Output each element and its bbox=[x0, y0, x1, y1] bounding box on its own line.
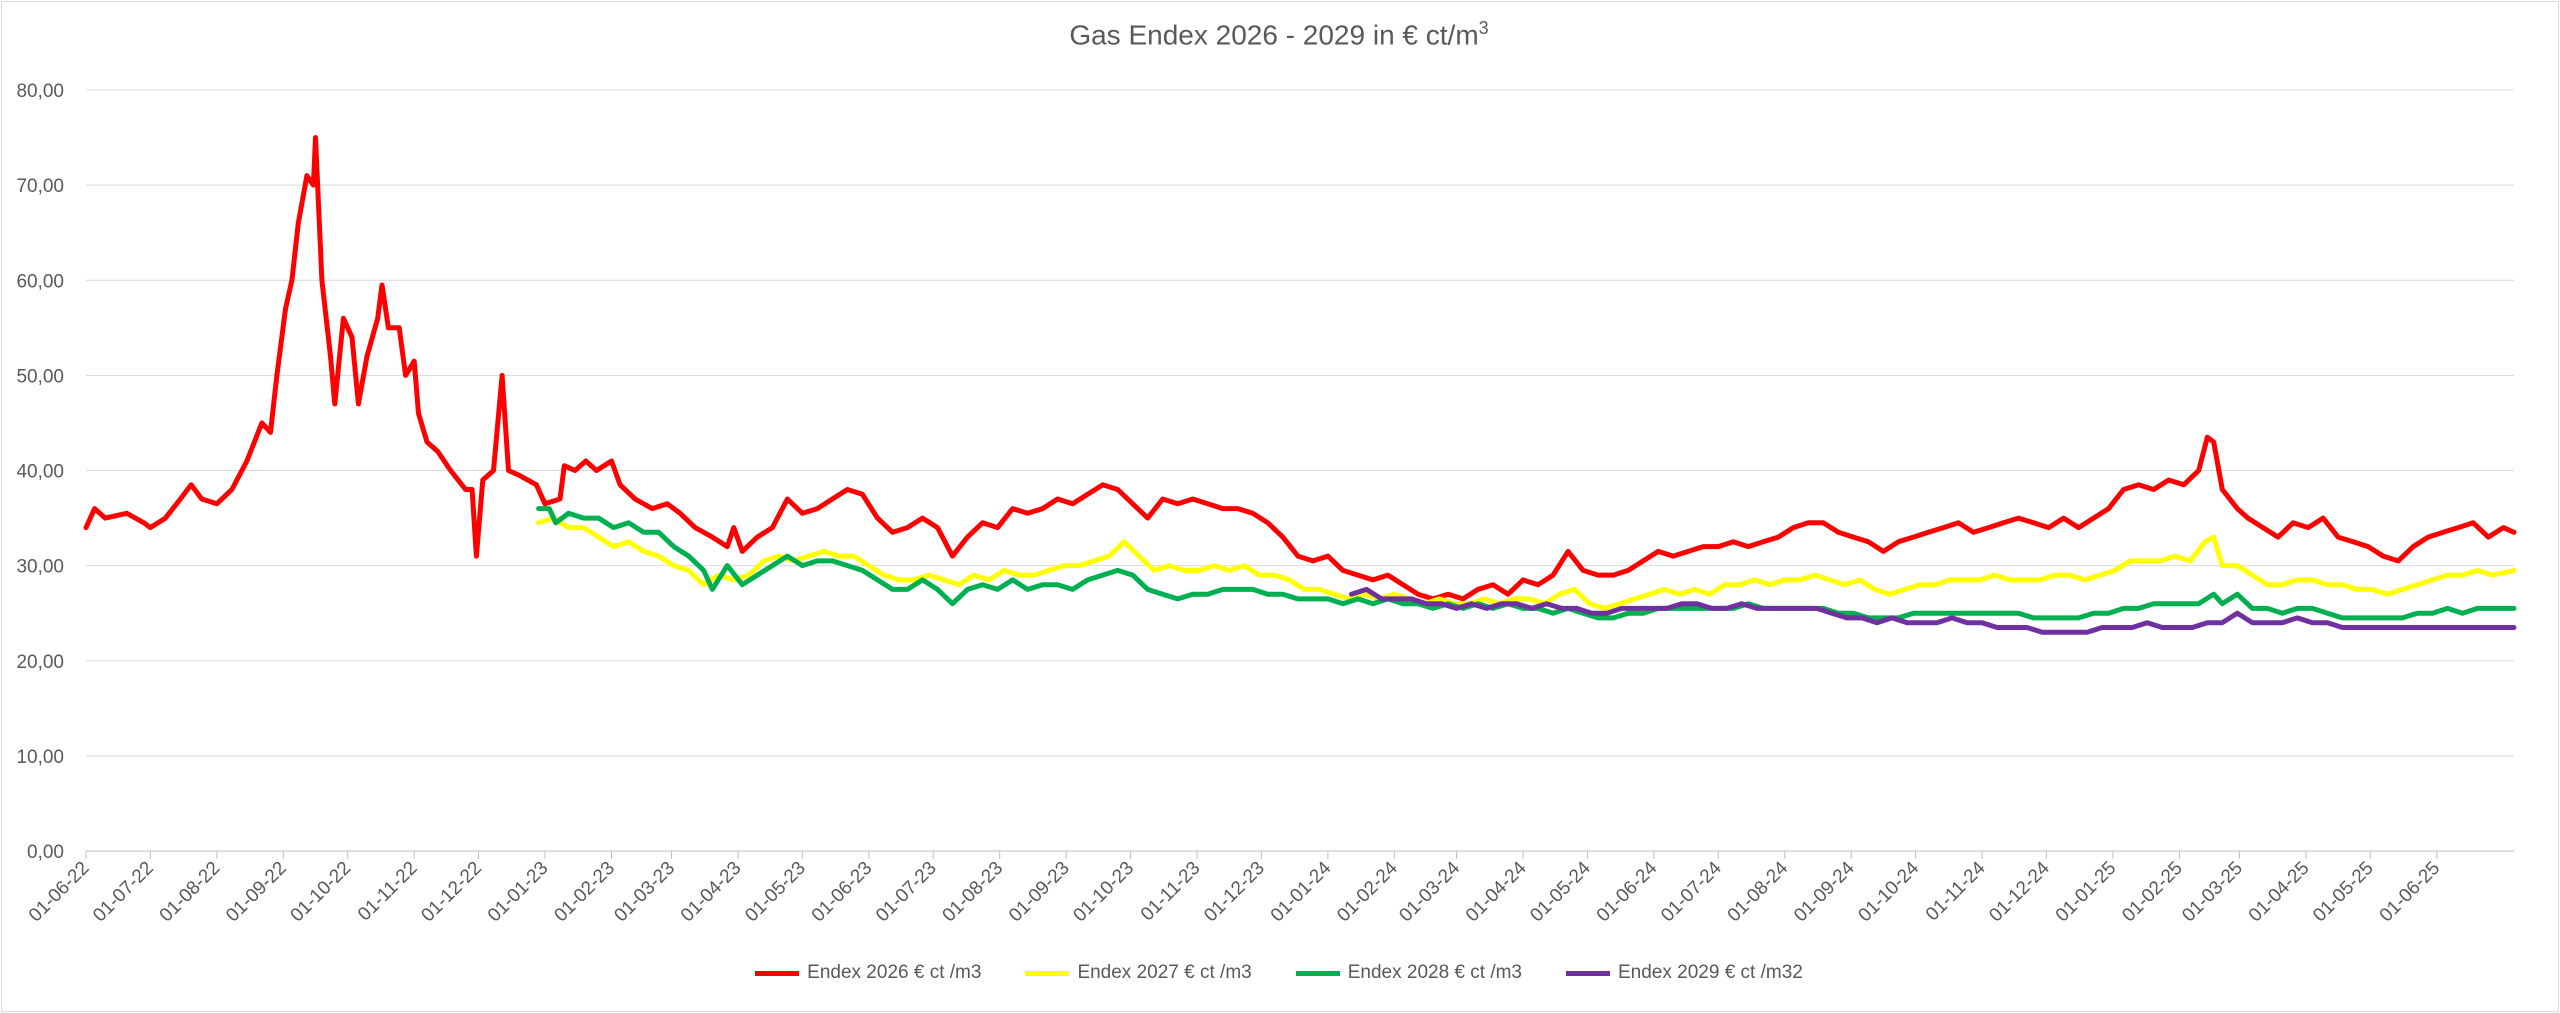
x-tick-label: 01-05-25 bbox=[2309, 858, 2378, 927]
x-tick-label: 01-09-22 bbox=[222, 858, 291, 927]
x-tick-label: 01-12-22 bbox=[417, 858, 486, 927]
x-tick-label: 01-09-23 bbox=[1005, 858, 1074, 927]
x-tick-label: 01-02-23 bbox=[550, 858, 619, 927]
x-tick-label: 01-02-25 bbox=[2118, 858, 2187, 927]
legend-item: Endex 2029 € ct /m32 bbox=[1566, 962, 1803, 984]
x-tick-label: 01-08-22 bbox=[156, 858, 225, 927]
x-tick-label: 01-09-24 bbox=[1790, 857, 1859, 926]
x-tick-label: 01-11-24 bbox=[1922, 857, 1990, 925]
x-tick-label: 01-06-24 bbox=[1593, 857, 1662, 926]
x-tick-label: 01-01-23 bbox=[484, 858, 553, 927]
legend-label: Endex 2027 € ct /m3 bbox=[1077, 962, 1252, 983]
legend-item: Endex 2028 € ct /m3 bbox=[1295, 962, 1522, 984]
y-tick-label: 10,00 bbox=[16, 747, 64, 768]
y-tick-label: 50,00 bbox=[16, 366, 64, 387]
series-line-2029 bbox=[1349, 586, 2517, 635]
legend-label: Endex 2028 € ct /m3 bbox=[1347, 962, 1522, 983]
x-tick-label: 01-06-25 bbox=[2376, 858, 2445, 927]
legend-swatch bbox=[1025, 970, 1070, 976]
x-tick-label: 01-12-24 bbox=[1985, 857, 2054, 926]
legend-swatch bbox=[1295, 970, 1340, 976]
x-tick-label: 01-08-23 bbox=[939, 858, 1008, 927]
series-line-2027 bbox=[536, 515, 2517, 611]
x-tick-label: 01-08-24 bbox=[1724, 857, 1793, 926]
x-tick-label: 01-10-24 bbox=[1854, 857, 1923, 926]
legend-item: Endex 2027 € ct /m3 bbox=[1025, 962, 1252, 984]
x-tick-label: 01-11-23 bbox=[1137, 858, 1205, 926]
x-tick-label: 01-07-22 bbox=[89, 858, 158, 927]
x-tick-label: 01-11-22 bbox=[354, 858, 422, 926]
x-tick-label: 01-07-23 bbox=[872, 858, 941, 927]
x-tick-label: 01-04-23 bbox=[677, 858, 746, 927]
y-tick-label: 40,00 bbox=[16, 462, 64, 483]
y-tick-label: 30,00 bbox=[16, 557, 64, 578]
x-tick-label: 01-03-24 bbox=[1395, 857, 1464, 926]
legend-swatch bbox=[755, 970, 800, 976]
series-line-2026 bbox=[83, 135, 2517, 602]
x-tick-label: 01-12-23 bbox=[1200, 858, 1269, 927]
y-tick-label: 0,00 bbox=[27, 842, 64, 863]
x-tick-label: 01-02-24 bbox=[1333, 857, 1402, 926]
x-tick-label: 01-04-25 bbox=[2245, 858, 2314, 927]
legend-label: Endex 2029 € ct /m32 bbox=[1618, 962, 1803, 983]
chart-title: Gas Endex 2026 - 2029 in € ct/m3 bbox=[0, 18, 2558, 51]
x-tick-label: 01-01-25 bbox=[2052, 858, 2121, 927]
x-tick-label: 01-03-23 bbox=[610, 858, 679, 927]
y-tick-label: 80,00 bbox=[16, 81, 64, 102]
legend-label: Endex 2026 € ct /m3 bbox=[807, 962, 982, 983]
y-tick-label: 20,00 bbox=[16, 652, 64, 673]
y-tick-label: 70,00 bbox=[16, 176, 64, 197]
x-tick-label: 01-05-24 bbox=[1526, 857, 1595, 926]
legend-item: Endex 2026 € ct /m3 bbox=[755, 962, 981, 984]
legend-swatch bbox=[1566, 970, 1610, 976]
x-tick-label: 01-06-23 bbox=[808, 858, 877, 927]
chart-title-superscript: 3 bbox=[1478, 18, 1489, 38]
x-tick-label: 01-10-23 bbox=[1069, 858, 1138, 927]
x-tick-label: 01-03-25 bbox=[2178, 858, 2247, 927]
series-line-2028 bbox=[536, 506, 2517, 621]
x-tick-label: 01-06-22 bbox=[25, 858, 94, 927]
x-tick-label: 01-07-24 bbox=[1657, 857, 1726, 926]
x-tick-label: 01-10-22 bbox=[287, 858, 356, 927]
chart-legend: Endex 2026 € ct /m3 Endex 2027 € ct /m3 En… bbox=[0, 962, 2558, 984]
chart-title-main: Gas Endex 2026 - 2029 in € ct/m bbox=[1069, 19, 1479, 51]
x-tick-label: 01-05-23 bbox=[741, 858, 810, 927]
x-tick-label: 01-04-24 bbox=[1462, 857, 1531, 926]
x-tick-label: 01-01-24 bbox=[1267, 857, 1336, 926]
y-tick-label: 60,00 bbox=[16, 271, 64, 292]
